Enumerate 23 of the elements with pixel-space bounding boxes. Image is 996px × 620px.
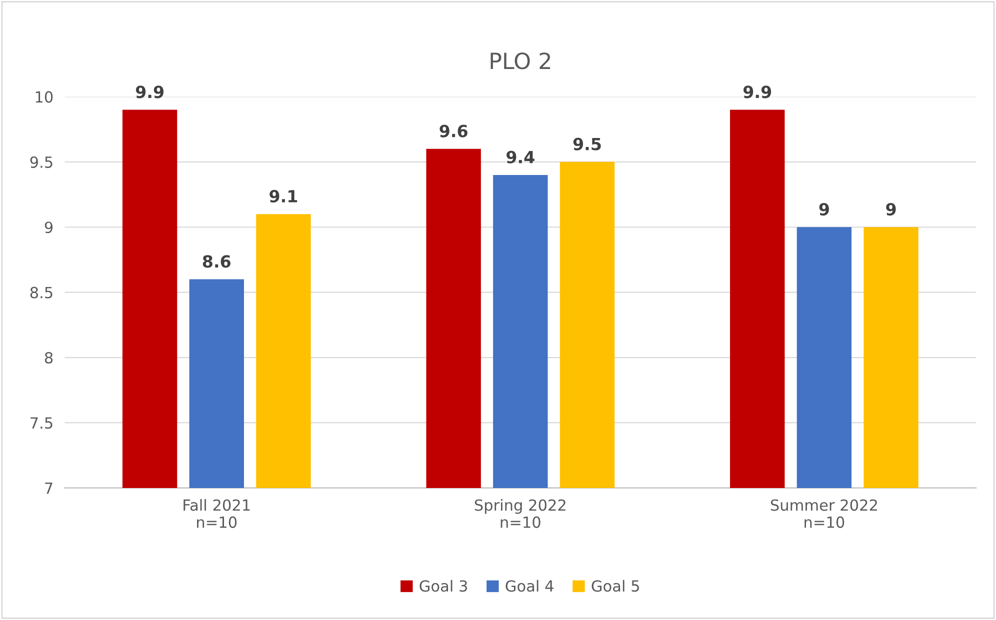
x-tick-label: Fall 2021 n=10 xyxy=(184,499,250,528)
x-tick-label: Summer 2022 n=10 xyxy=(770,499,877,528)
x-tick-label: Spring 2022 n=10 xyxy=(474,499,566,528)
chart-title: PLO 2 xyxy=(490,52,550,70)
y-tick-label: 9 xyxy=(44,222,53,234)
data-label: 9.6 xyxy=(440,124,468,138)
data-label: 9 xyxy=(886,202,896,216)
y-tick-label: 10 xyxy=(36,91,53,103)
y-tick-label: 7.5 xyxy=(30,417,52,429)
data-label: 9.4 xyxy=(506,150,534,164)
y-tick-label: 8 xyxy=(44,352,53,364)
y-tick-label: 7 xyxy=(45,482,52,494)
data-label: 9.9 xyxy=(136,86,164,98)
legend-label: Goal 3 xyxy=(420,580,467,592)
y-tick-label: 8.5 xyxy=(30,286,52,298)
data-label: 9 xyxy=(819,202,829,216)
data-label: 9.9 xyxy=(743,86,772,98)
legend-label: Goal 5 xyxy=(592,580,639,592)
data-label: 9.1 xyxy=(270,190,298,203)
y-tick-label: 9.5 xyxy=(30,156,52,168)
data-label: 8.6 xyxy=(202,255,230,268)
legend-label: Goal 4 xyxy=(506,580,554,592)
data-label: 9.5 xyxy=(573,138,601,150)
